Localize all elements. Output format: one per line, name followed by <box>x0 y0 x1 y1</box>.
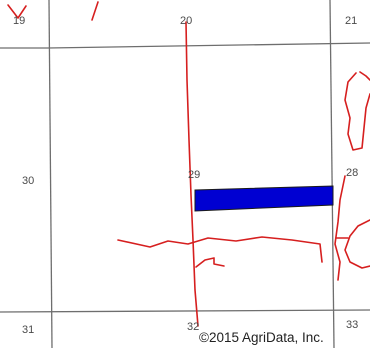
section-label-21: 21 <box>345 15 357 27</box>
section-label-32: 32 <box>187 321 199 333</box>
copyright-text: ©2015 AgriData, Inc. <box>199 330 324 345</box>
section-label-31: 31 <box>22 324 34 336</box>
stream-right-lobe <box>344 219 370 269</box>
section-labels: 19 20 21 30 29 28 31 32 33 <box>13 15 358 336</box>
stream-main-vertical <box>185 21 199 327</box>
section-label-20: 20 <box>180 15 192 27</box>
stream-right-loop <box>344 72 370 151</box>
stream-right-upper <box>359 71 370 81</box>
section-label-29: 29 <box>188 169 200 181</box>
stream-right-mid <box>334 175 346 281</box>
stream-top-left <box>7 4 27 19</box>
stream-meander-bottom <box>117 236 323 263</box>
section-label-33: 33 <box>346 319 358 331</box>
section-line-west <box>48 0 53 348</box>
stream-branch-short <box>195 257 225 268</box>
section-label-30: 30 <box>22 175 34 187</box>
field-parcel[interactable] <box>194 185 334 212</box>
streams <box>7 1 370 327</box>
section-line-north <box>47 42 370 49</box>
section-line-south <box>0 309 370 313</box>
section-label-28: 28 <box>346 167 358 179</box>
section-line-east <box>329 0 335 348</box>
section-label-19: 19 <box>13 15 25 27</box>
stream-top-left-2 <box>91 1 99 21</box>
